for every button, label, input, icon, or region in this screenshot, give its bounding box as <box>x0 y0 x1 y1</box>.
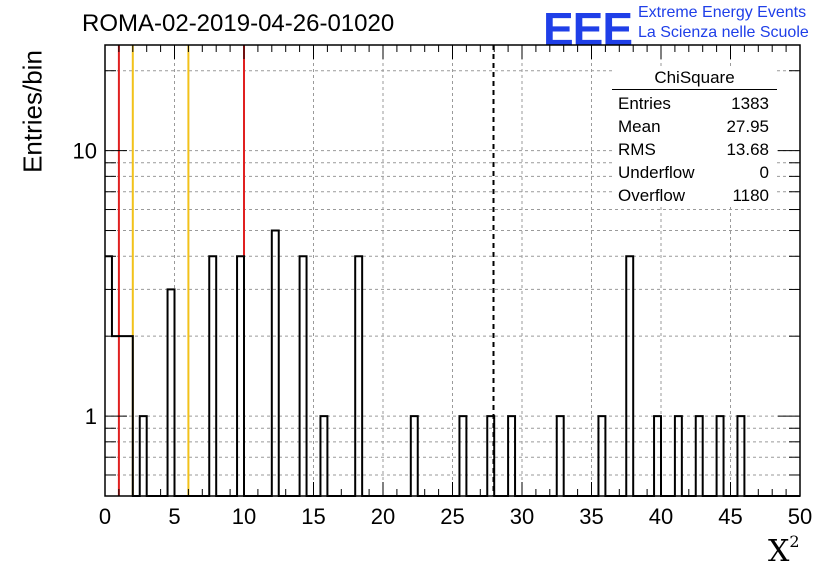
x-axis-label-sup: 2 <box>789 532 800 551</box>
stats-box: ChiSquare Entries 1383 Mean 27.95 RMS 13.68… <box>612 68 777 207</box>
x-tick-label: 15 <box>301 504 325 529</box>
x-axis-label: X2 <box>768 532 800 569</box>
stats-value: 1383 <box>731 94 769 113</box>
y-tick-label: 10 <box>73 139 97 164</box>
stats-value: 27.95 <box>726 117 769 136</box>
stats-value: 0 <box>759 163 769 182</box>
x-tick-label: 0 <box>99 504 111 529</box>
x-tick-label: 45 <box>718 504 742 529</box>
grid-layer <box>105 45 800 496</box>
logo-line-2: La Scienza nelle Scuole <box>638 24 809 41</box>
stats-row-underflow: Underflow 0 <box>612 161 777 184</box>
x-tick-label: 50 <box>788 504 812 529</box>
stats-label: Entries <box>618 94 671 113</box>
stats-value: 13.68 <box>726 140 769 159</box>
stats-row-mean: Mean 27.95 <box>612 115 777 138</box>
x-tick-label: 5 <box>168 504 180 529</box>
logo-line-1: Extreme Energy Events <box>638 4 807 21</box>
y-tick-label: 1 <box>85 404 97 429</box>
x-axis-label-base: X <box>768 534 790 569</box>
stats-row-entries: Entries 1383 <box>612 92 777 115</box>
chart-title: ROMA-02-2019-04-26-01020 <box>82 10 395 37</box>
stats-value: 1180 <box>732 186 769 205</box>
stats-label: RMS <box>618 140 656 159</box>
axis-layer: 0 5 10 15 20 25 30 35 40 45 50 1 10 <box>73 44 812 529</box>
x-tick-label: 25 <box>440 504 464 529</box>
stats-label: Underflow <box>618 163 695 182</box>
stats-row-rms: RMS 13.68 <box>612 138 777 161</box>
x-tick-label: 30 <box>510 504 534 529</box>
x-tick-label: 10 <box>232 504 256 529</box>
x-tick-label: 40 <box>649 504 673 529</box>
stats-title: ChiSquare <box>612 68 777 90</box>
x-tick-label: 35 <box>579 504 603 529</box>
stats-label: Overflow <box>618 186 686 205</box>
eee-logo: EEE <box>543 3 633 55</box>
stats-row-overflow: Overflow 1180 <box>612 184 777 207</box>
stats-label: Mean <box>618 117 661 136</box>
x-tick-label: 20 <box>371 504 395 529</box>
